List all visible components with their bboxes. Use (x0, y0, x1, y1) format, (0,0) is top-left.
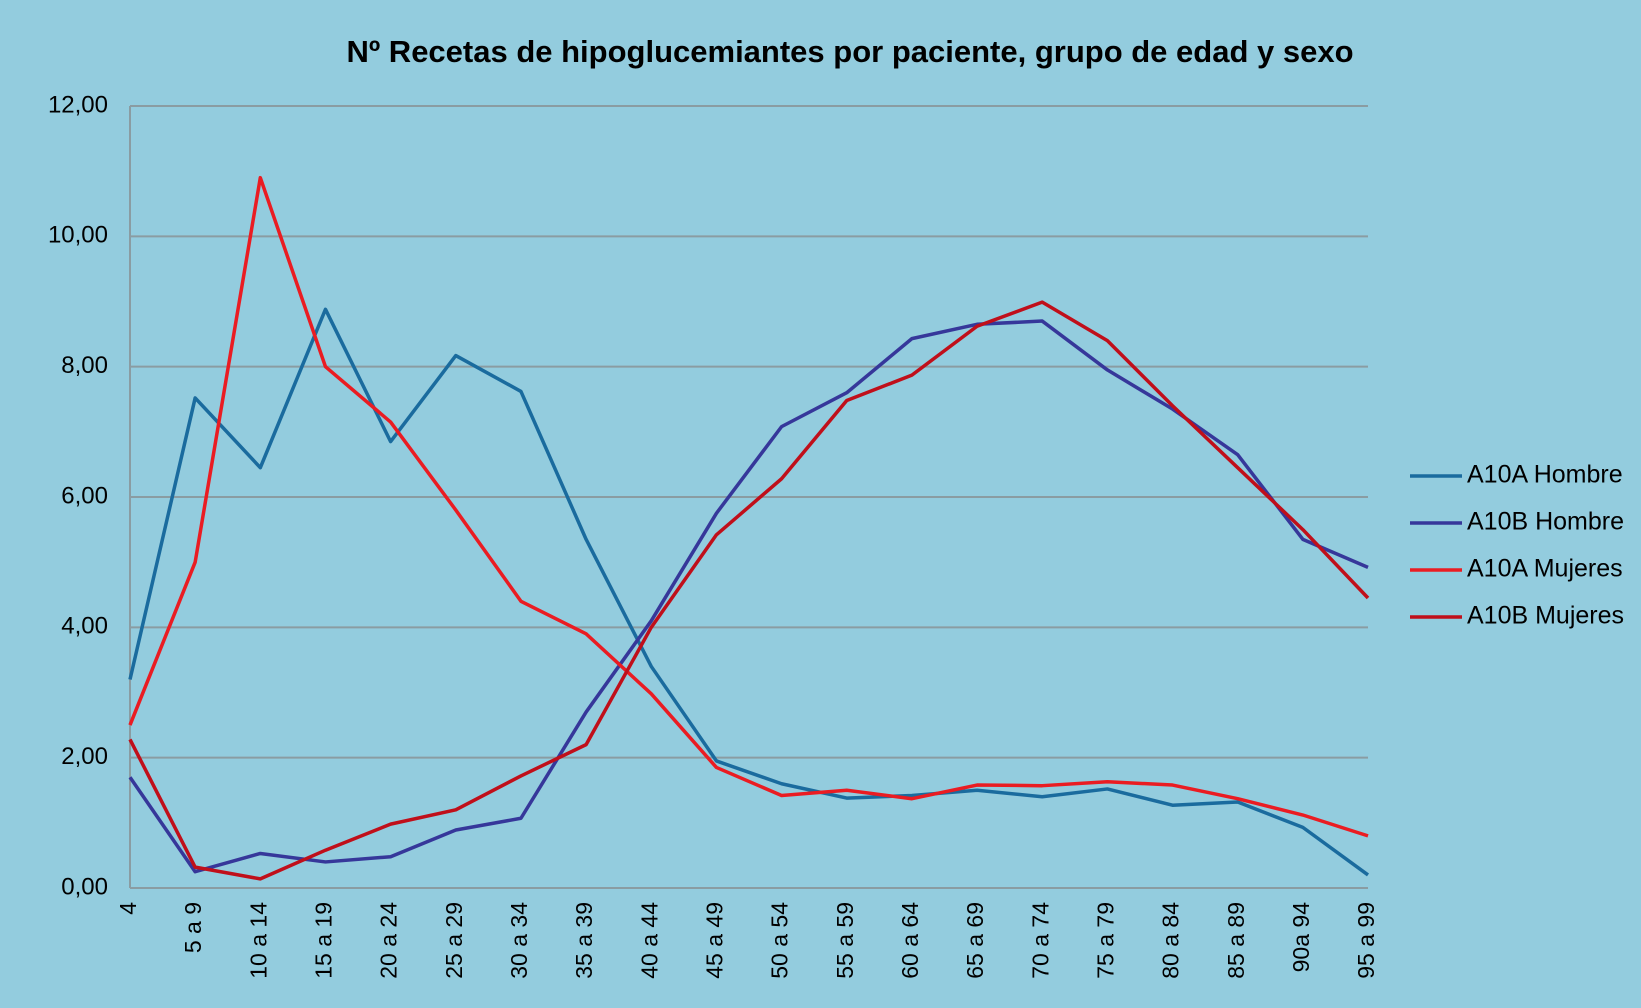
legend-label: A10A Hombre (1467, 461, 1623, 489)
y-tick-label: 2,00 (61, 743, 108, 770)
x-tick-label: 60 a 64 (897, 902, 923, 979)
series-line (128, 175, 1369, 838)
series-line (128, 319, 1369, 874)
x-tick-label: 85 a 89 (1223, 902, 1249, 979)
x-tick-label: 30 a 34 (506, 902, 532, 979)
x-tick-label: 65 a 69 (962, 902, 988, 979)
x-tick-label: 90a 94 (1288, 902, 1314, 973)
legend-label: A10B Hombre (1467, 508, 1624, 536)
y-tick-label: 4,00 (61, 613, 108, 640)
x-tick-label: 10 a 14 (245, 902, 271, 979)
series-line (128, 307, 1370, 877)
x-tick-label: 50 a 54 (767, 902, 793, 979)
x-tick-label: 75 a 79 (1092, 902, 1118, 979)
x-tick-label: 70 a 74 (1027, 902, 1053, 979)
y-tick-label: 10,00 (48, 222, 108, 249)
x-tick-label: 4 (115, 902, 141, 915)
legend-label: A10B Mujeres (1467, 602, 1624, 630)
y-tick-label: 0,00 (61, 873, 108, 900)
x-tick-label: 95 a 99 (1353, 902, 1379, 979)
y-tick-label: 8,00 (61, 352, 108, 379)
x-tick-label: 45 a 49 (701, 902, 727, 979)
x-tick-label: 80 a 84 (1158, 902, 1184, 979)
y-tick-label: 12,00 (48, 91, 108, 118)
series-line (128, 300, 1370, 881)
chart-title: Nº Recetas de hipoglucemiantes por pacie… (346, 34, 1353, 69)
x-tick-label: 15 a 19 (311, 902, 337, 979)
x-tick-label: 55 a 59 (832, 902, 858, 979)
x-tick-label: 35 a 39 (571, 902, 597, 979)
x-tick-label: 20 a 24 (376, 902, 402, 979)
y-tick-label: 6,00 (61, 482, 108, 509)
x-tick-label: 5 a 9 (180, 902, 206, 953)
x-tick-label: 40 a 44 (636, 902, 662, 979)
legend-label: A10A Mujeres (1467, 555, 1623, 583)
x-tick-label: 25 a 29 (441, 902, 467, 979)
